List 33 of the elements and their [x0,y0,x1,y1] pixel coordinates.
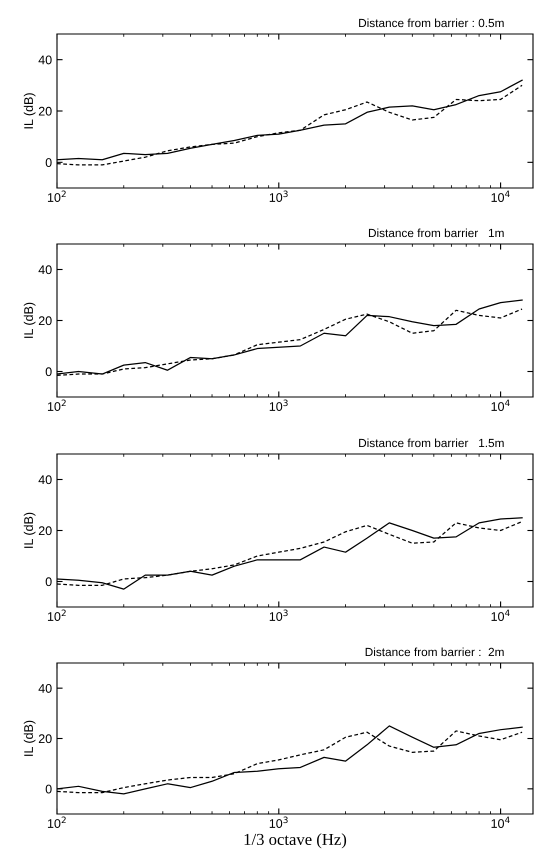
y-axis-title: IL (dB) [24,93,36,128]
x-tick-label: 10$^{4}$ [492,190,510,202]
chart-title: Distance from barrier : 0.5m [359,18,504,28]
y-axis-title: IL (dB) [24,512,36,548]
x-tick-label: 10$^{3}$ [270,400,288,411]
x-tick-label: 10$^{2}$ [48,400,66,411]
x-tick-label: 10$^{3}$ [270,610,288,621]
x-tick-label: 10$^{2}$ [48,816,66,828]
y-tick-label: 40 [38,475,52,484]
y-tick-label: 40 [38,55,52,64]
x-tick-label: 10$^{4}$ [492,400,510,411]
x-tick-label: 10$^{4}$ [492,610,510,621]
x-axis-title: 1/3 octave (Hz) [244,833,346,848]
y-tick-label: 0 [46,784,52,794]
x-tick-label: 10$^{2}$ [48,190,66,202]
x-tick-label: 10$^{3}$ [270,816,288,828]
chart-title: Distance from barrier : 2m [366,647,504,656]
y-axis-title: IL (dB) [24,720,36,756]
x-tick-label: 10$^{2}$ [48,610,66,621]
y-tick-label: 0 [46,158,52,167]
y-tick-label: 20 [38,526,52,536]
y-axis-title: IL (dB) [24,302,36,338]
y-tick-label: 0 [46,367,52,376]
x-tick-label: 10$^{3}$ [270,190,288,202]
chart-title: Distance from barrier 1.5m [359,438,504,448]
y-tick-label: 0 [46,577,52,586]
y-tick-label: 40 [38,265,52,274]
y-tick-label: 20 [38,734,52,744]
x-tick-label: 10$^{4}$ [492,816,510,828]
chart-title: Distance from barrier 1m [368,228,504,238]
y-tick-label: 20 [38,316,52,326]
y-tick-label: 20 [38,106,52,116]
y-tick-label: 40 [38,684,52,693]
